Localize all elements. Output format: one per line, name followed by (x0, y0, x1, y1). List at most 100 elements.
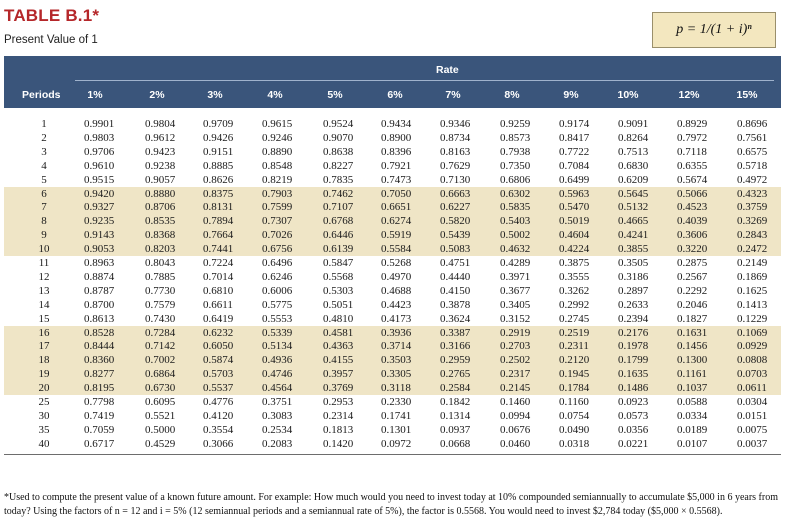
value-cell: 0.2745 (559, 312, 590, 325)
value-cell: 0.0676 (500, 423, 531, 436)
value-cell: 0.2176 (618, 326, 649, 339)
value-cell: 0.9143 (84, 229, 115, 242)
value-cell: 0.1037 (677, 382, 708, 395)
rate-header-5: 5% (327, 89, 343, 101)
value-cell: 0.1978 (618, 340, 649, 353)
value-cell: 0.8963 (84, 257, 115, 269)
value-cell: 0.8277 (84, 368, 115, 381)
value-cell: 0.7118 (677, 145, 707, 158)
value-cell: 0.8043 (145, 257, 176, 269)
value-cell: 0.8548 (262, 159, 293, 172)
value-cell: 0.1827 (677, 312, 708, 325)
value-cell: 0.6575 (737, 145, 768, 158)
value-cell: 0.4665 (618, 215, 649, 228)
value-cell: 0.2534 (262, 423, 293, 436)
period-cell: 15 (38, 312, 50, 325)
value-cell: 0.7284 (145, 326, 176, 339)
value-cell: 0.1160 (559, 396, 589, 408)
value-cell: 0.6651 (381, 201, 412, 214)
value-cell: 0.8880 (145, 187, 176, 200)
table-bottom-rule (4, 453, 781, 455)
value-cell: 0.6717 (84, 437, 115, 450)
value-cell: 0.2584 (440, 382, 471, 395)
value-cell: 0.0221 (618, 437, 649, 450)
rate-header-12: 15% (736, 89, 758, 101)
period-cell: 30 (38, 409, 50, 422)
row-band (4, 186, 781, 256)
value-cell: 0.2953 (323, 396, 354, 408)
value-cell: 0.1486 (618, 382, 649, 395)
value-cell: 0.1869 (737, 270, 768, 283)
value-cell: 0.5537 (203, 382, 234, 395)
value-cell: 0.9070 (323, 131, 354, 144)
value-cell: 0.7579 (145, 298, 176, 311)
value-cell: 0.7513 (618, 145, 649, 158)
value-cell: 0.9057 (145, 173, 176, 186)
period-cell: 7 (41, 201, 47, 214)
value-cell: 0.3305 (381, 368, 412, 381)
value-cell: 0.2292 (677, 284, 708, 297)
value-cell: 0.5303 (323, 284, 354, 297)
value-cell: 0.9615 (262, 118, 293, 130)
value-cell: 0.5645 (618, 187, 649, 200)
value-cell: 0.0994 (500, 409, 531, 422)
value-cell: 0.4970 (381, 270, 412, 283)
value-cell: 0.5066 (677, 187, 708, 200)
value-cell: 0.6095 (145, 396, 176, 408)
value-cell: 0.3878 (440, 298, 471, 311)
value-cell: 0.8638 (323, 145, 354, 158)
table-row: 35 0.7059 0.5000 0.3554 0.2534 0.1813 0.1301 0.… (4, 424, 781, 438)
row-band (4, 256, 781, 326)
value-cell: 0.2046 (677, 298, 708, 311)
value-cell: 0.0754 (559, 409, 590, 422)
value-cell: 0.8700 (84, 298, 115, 311)
value-cell: 0.5083 (440, 243, 471, 256)
value-cell: 0.2120 (559, 354, 590, 367)
period-cell: 14 (38, 298, 50, 311)
value-cell: 0.6756 (262, 243, 293, 256)
value-cell: 0.4972 (737, 173, 768, 186)
value-cell: 0.4523 (677, 201, 708, 214)
value-cell: 0.3555 (559, 270, 590, 283)
table-row: 4 0.9610 0.9238 0.8885 0.8548 0.8227 0.7921 0.7… (4, 160, 781, 174)
value-cell: 0.9434 (381, 118, 412, 130)
rate-header-1: 1% (87, 89, 103, 101)
value-cell: 0.7002 (145, 354, 176, 367)
value-cell: 0.5268 (381, 257, 412, 269)
value-cell: 0.8885 (203, 159, 234, 172)
value-cell: 0.3554 (203, 423, 234, 436)
table-row: 20 0.8195 0.6730 0.5537 0.4564 0.3769 0.3118 0.… (4, 382, 781, 396)
period-cell: 10 (38, 243, 50, 256)
period-cell: 19 (38, 368, 50, 381)
period-cell: 40 (38, 437, 50, 450)
value-cell: 0.3677 (500, 284, 531, 297)
value-cell: 0.8573 (500, 131, 531, 144)
value-cell: 0.8227 (323, 159, 354, 172)
value-cell: 0.6006 (262, 284, 293, 297)
value-cell: 0.4150 (440, 284, 471, 297)
value-cell: 0.1784 (559, 382, 590, 395)
value-cell: 0.3936 (381, 326, 412, 339)
table-row: 15 0.8613 0.7430 0.6419 0.5553 0.4810 0.4173 0.… (4, 313, 781, 327)
value-cell: 0.2992 (559, 298, 590, 311)
value-cell: 0.6227 (440, 201, 471, 214)
value-cell: 0.2394 (618, 312, 649, 325)
table-row: 5 0.9515 0.9057 0.8626 0.8219 0.7835 0.7473 0.7… (4, 174, 781, 188)
value-cell: 0.0923 (618, 396, 649, 408)
table-row: 10 0.9053 0.8203 0.7441 0.6756 0.6139 0.5584 0.… (4, 243, 781, 257)
value-cell: 0.8163 (440, 145, 471, 158)
value-cell: 0.4746 (262, 368, 293, 381)
value-cell: 0.7224 (203, 257, 234, 269)
value-cell: 0.3769 (323, 382, 354, 395)
period-cell: 1 (41, 118, 47, 130)
present-value-table: Rate Periods 1% 2% 3% 4% 5% 6% 7% 8% 9% 10% 12% 15%… (4, 56, 781, 483)
value-cell: 0.4581 (323, 326, 354, 339)
value-cell: 0.0075 (737, 423, 768, 436)
value-cell: 0.3166 (440, 340, 471, 353)
value-cell: 0.1945 (559, 368, 590, 381)
value-cell: 0.5403 (500, 215, 531, 228)
table-row: 40 0.6717 0.4529 0.3066 0.2083 0.1420 0.0972 0.… (4, 438, 781, 452)
value-cell: 0.3066 (203, 437, 234, 450)
value-cell: 0.0573 (618, 409, 649, 422)
value-cell: 0.7130 (440, 173, 471, 186)
